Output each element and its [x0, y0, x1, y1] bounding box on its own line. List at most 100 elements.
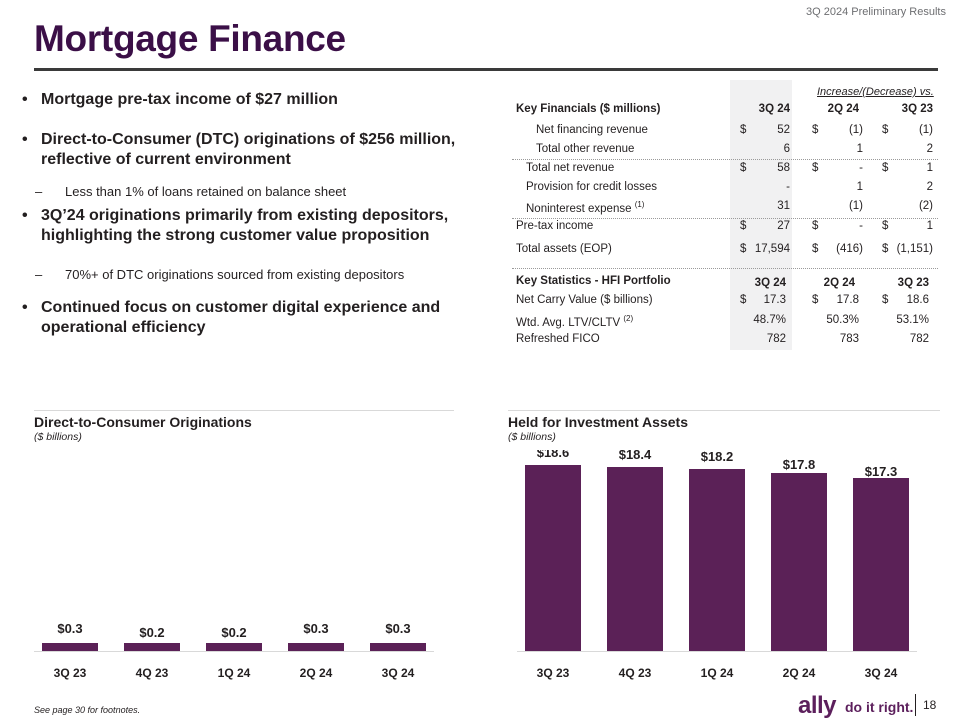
x-tick-label: 3Q 24	[865, 666, 898, 680]
bar-4q-23	[124, 643, 180, 651]
dtc-originations-chart: $0.3 3Q 23 $0.2 4Q 23 $0.2 1Q 24 $0.3 2Q 24 $0.3…	[34, 621, 434, 680]
row-label: Pre-tax income	[516, 220, 594, 232]
stats-row-value-v3: 782	[909, 333, 929, 345]
row-label: Total net revenue	[526, 162, 615, 174]
sub-bullet-dtc-sourced: –70%+ of DTC originations sourced from e…	[35, 267, 405, 282]
row-label: Total assets (EOP)	[516, 243, 612, 255]
data-label: $0.2	[221, 625, 246, 640]
current-quarter-column-shade	[730, 80, 792, 350]
data-label: $18.6	[537, 450, 570, 460]
footer-divider	[915, 694, 916, 716]
ally-logo: ally	[798, 692, 837, 719]
dollar-sign: $	[740, 294, 747, 306]
stats-row-label: Wtd. Avg. LTV/CLTV (2)	[516, 314, 634, 329]
stats-row-value-v1: 17.3	[763, 294, 786, 306]
row-value-v1: 31	[777, 200, 790, 212]
bullet-dot: •	[22, 299, 28, 316]
stats-row-value-v2: 50.3%	[826, 314, 859, 326]
left-chart-divider	[34, 410, 454, 411]
bullet-pretax-income: • Mortgage pre-tax income of $27 million	[22, 91, 338, 108]
x-tick-label: 3Q 23	[54, 666, 87, 680]
bullet-dot: •	[22, 131, 28, 148]
bar-3q-23	[525, 465, 581, 651]
bar-4q-23	[607, 467, 663, 651]
bullet-existing-depositors: • 3Q’24 originations primarily from exist…	[22, 207, 449, 244]
hfi-assets-chart: $18.6 3Q 23 $18.4 4Q 23 $18.2 1Q 24 $17.8 2Q 24…	[517, 450, 917, 680]
bullet-dot: •	[22, 207, 28, 224]
bar-3q-24	[853, 478, 909, 651]
x-tick-label: 4Q 23	[619, 666, 652, 680]
data-label: $17.8	[783, 457, 816, 472]
bar-1q-24	[206, 643, 262, 651]
row-label: Total other revenue	[536, 143, 635, 155]
stats-row-value-v1: 782	[766, 333, 786, 345]
x-tick-label: 2Q 24	[300, 666, 333, 680]
bar-2q-24	[771, 473, 827, 651]
x-tick-label: 2Q 24	[783, 666, 816, 680]
footnote: See page 30 for footnotes.	[34, 705, 141, 715]
x-tick-label: 3Q 24	[382, 666, 415, 680]
hfi-chart-title: Held for Investment Assets	[508, 414, 688, 430]
row-label: Provision for credit losses	[526, 181, 658, 193]
stats-column-header-col1: 3Q 24	[754, 277, 786, 289]
data-label: $0.3	[303, 621, 328, 636]
row-value-v2: (1)	[848, 124, 863, 136]
row-value-v1: 17,594	[754, 243, 790, 255]
dollar-sign: $	[882, 294, 889, 306]
dollar-sign: $	[740, 243, 747, 255]
stats-row-value-v2: 783	[839, 333, 859, 345]
data-label: $0.3	[57, 621, 82, 636]
ally-tagline: do it right.	[845, 699, 914, 715]
dollar-sign: $	[740, 220, 747, 232]
subtotal-line	[512, 159, 938, 160]
row-label: Net financing revenue	[536, 124, 648, 136]
dollar-sign: $	[812, 124, 819, 136]
data-label: $0.3	[385, 621, 410, 636]
row-value-v3: (1,151)	[896, 243, 933, 255]
bar-1q-24	[689, 469, 745, 651]
hfi-chart-units: ($ billions)	[508, 431, 556, 443]
x-tick-label: 1Q 24	[701, 666, 734, 680]
dollar-sign: $	[882, 220, 889, 232]
bullet-dtc-originations: • Direct-to-Consumer (DTC) originations o…	[22, 131, 456, 168]
row-value-v1: -	[786, 181, 790, 193]
row-value-v1: 52	[777, 124, 790, 136]
dollar-sign: $	[740, 124, 747, 136]
footnote-marker: (2)	[623, 314, 634, 323]
sub-bullet-dash: –	[35, 184, 43, 199]
section-key-financials-title: Key Financials ($ millions)	[516, 103, 661, 115]
row-value-v3: 2	[926, 143, 933, 155]
title-divider	[34, 68, 938, 71]
row-value-v2: (416)	[836, 243, 863, 255]
row-value-v2: (1)	[848, 200, 863, 212]
row-value-v1: 27	[777, 220, 790, 232]
bar-2q-24	[288, 643, 344, 651]
page-number: 18	[923, 698, 937, 712]
right-chart-divider	[508, 410, 940, 411]
report-period-label: 3Q 2024 Preliminary Results	[805, 6, 946, 18]
dollar-sign: $	[812, 294, 819, 306]
stats-row-value-v3: 53.1%	[896, 314, 929, 326]
row-value-v3: 1	[926, 162, 933, 174]
column-header-col2: 2Q 24	[827, 103, 859, 115]
row-value-v3: (1)	[918, 124, 933, 136]
stats-row-value-v2: 17.8	[836, 294, 859, 306]
stats-row-value-v1: 48.7%	[753, 314, 786, 326]
stats-row-label: Refreshed FICO	[516, 333, 600, 345]
dollar-sign: $	[812, 220, 819, 232]
stats-column-header-col2: 2Q 24	[823, 277, 855, 289]
data-label: $17.3	[865, 464, 898, 479]
row-value-v1: 6	[783, 143, 790, 155]
dollar-sign: $	[740, 162, 747, 174]
dollar-sign: $	[882, 243, 889, 255]
dtc-chart-title: Direct-to-Consumer Originations	[34, 414, 252, 430]
data-label: $18.2	[701, 450, 734, 464]
increase-decrease-label: Increase/(Decrease) vs.	[817, 86, 934, 98]
row-value-v1: 58	[777, 162, 790, 174]
row-value-v3: 1	[926, 220, 933, 232]
dollar-sign: $	[812, 243, 819, 255]
row-value-v3: (2)	[918, 200, 933, 212]
sub-bullet-dash: –	[35, 267, 43, 282]
bullet-digital-experience: • Continued focus on customer digital exp…	[22, 299, 441, 336]
section-key-statistics-title: Key Statistics - HFI Portfolio	[516, 275, 671, 287]
